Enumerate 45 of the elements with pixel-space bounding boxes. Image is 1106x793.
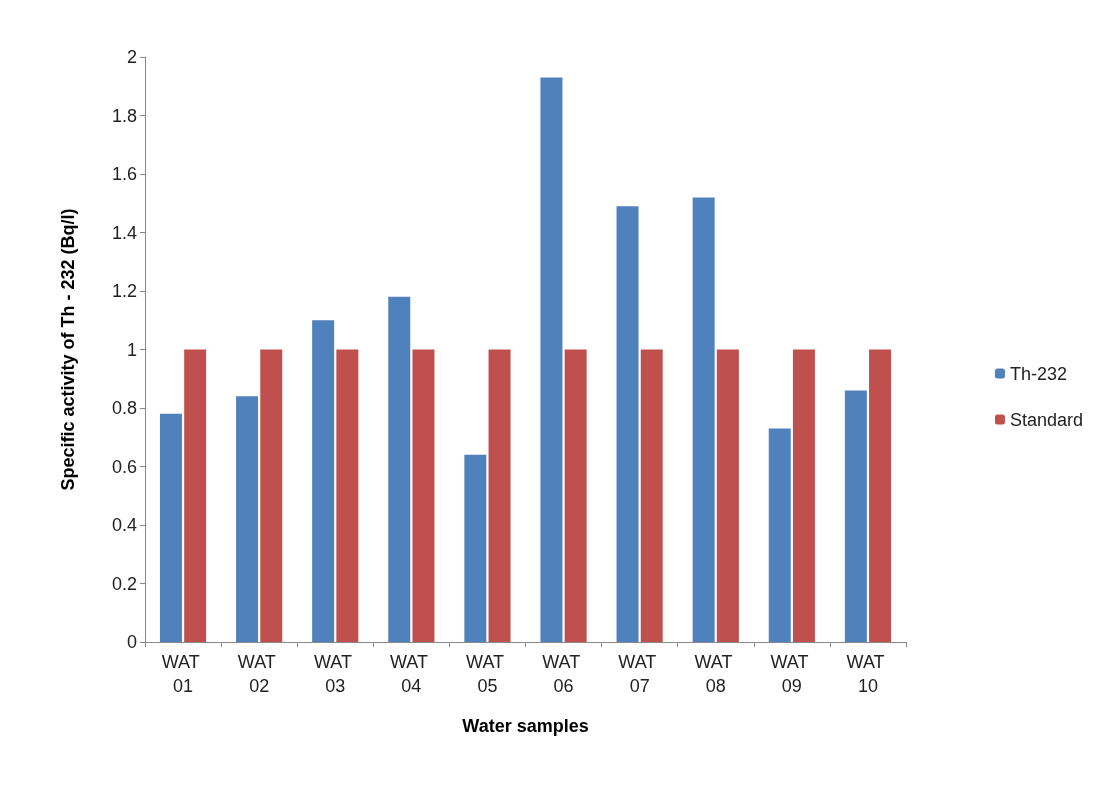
bar xyxy=(184,349,207,642)
y-tick-label: 0.4 xyxy=(111,515,137,535)
y-axis-title: Specific activity of Th - 232 (Bq/l) xyxy=(58,208,78,491)
bar xyxy=(640,349,663,642)
y-tick-label: 1.2 xyxy=(111,281,137,301)
bar xyxy=(336,349,359,642)
bar xyxy=(159,413,182,642)
legend-label: Standard xyxy=(1009,409,1084,430)
x-axis-title: Water samples xyxy=(462,716,589,736)
x-tick-label: WAT 03 xyxy=(313,652,357,696)
x-tick-label: WAT 10 xyxy=(846,652,890,696)
x-tick-label: WAT 08 xyxy=(694,652,738,696)
bar xyxy=(540,77,563,642)
bar xyxy=(616,206,639,642)
x-tick-label: WAT 06 xyxy=(542,652,585,696)
bar xyxy=(312,320,335,642)
x-tick-label: WAT 02 xyxy=(237,652,281,696)
y-tick-label: 0.6 xyxy=(111,456,137,477)
y-tick-label: 1 xyxy=(126,339,137,360)
bar xyxy=(564,349,587,642)
x-tick-label: WAT 04 xyxy=(390,652,433,696)
bar xyxy=(412,349,435,642)
y-tick-label: 1.4 xyxy=(111,222,137,243)
bar xyxy=(488,349,511,642)
legend-label: Th-232 xyxy=(1009,363,1067,384)
x-tick-label: WAT 09 xyxy=(770,652,814,696)
y-tick-label: 1.8 xyxy=(111,105,137,126)
y-tick-label: 0.8 xyxy=(111,398,137,418)
x-tick-label: WAT 01 xyxy=(161,652,205,696)
x-tick-label: WAT 07 xyxy=(618,652,661,696)
bar xyxy=(844,390,867,642)
y-tick-label: 1.6 xyxy=(111,164,137,184)
bar xyxy=(260,349,283,642)
x-tick-label: WAT 05 xyxy=(466,652,509,696)
y-tick-label: 2 xyxy=(126,47,137,67)
bar xyxy=(692,197,715,642)
bar xyxy=(716,349,739,642)
bar xyxy=(869,349,892,642)
y-tick-label: 0.2 xyxy=(111,573,137,594)
bar xyxy=(388,296,411,642)
bar xyxy=(768,428,791,642)
bar xyxy=(236,396,259,642)
y-tick-label: 0 xyxy=(126,632,137,652)
bar xyxy=(792,349,815,642)
bar xyxy=(464,454,487,642)
